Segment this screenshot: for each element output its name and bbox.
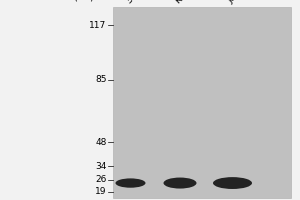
Text: (kD): (kD) <box>74 0 94 2</box>
Ellipse shape <box>213 177 252 189</box>
Text: 26: 26 <box>95 175 106 184</box>
Text: Jurkat: Jurkat <box>226 0 251 5</box>
Bar <box>112 7 291 198</box>
Text: 19: 19 <box>95 187 106 196</box>
Ellipse shape <box>116 178 146 188</box>
Text: 34: 34 <box>95 162 106 171</box>
Ellipse shape <box>164 178 196 189</box>
Text: K562: K562 <box>174 0 196 5</box>
Text: 48: 48 <box>95 138 106 147</box>
Text: 117: 117 <box>89 21 106 30</box>
Text: 85: 85 <box>95 75 106 84</box>
Text: 3T3: 3T3 <box>124 0 142 5</box>
